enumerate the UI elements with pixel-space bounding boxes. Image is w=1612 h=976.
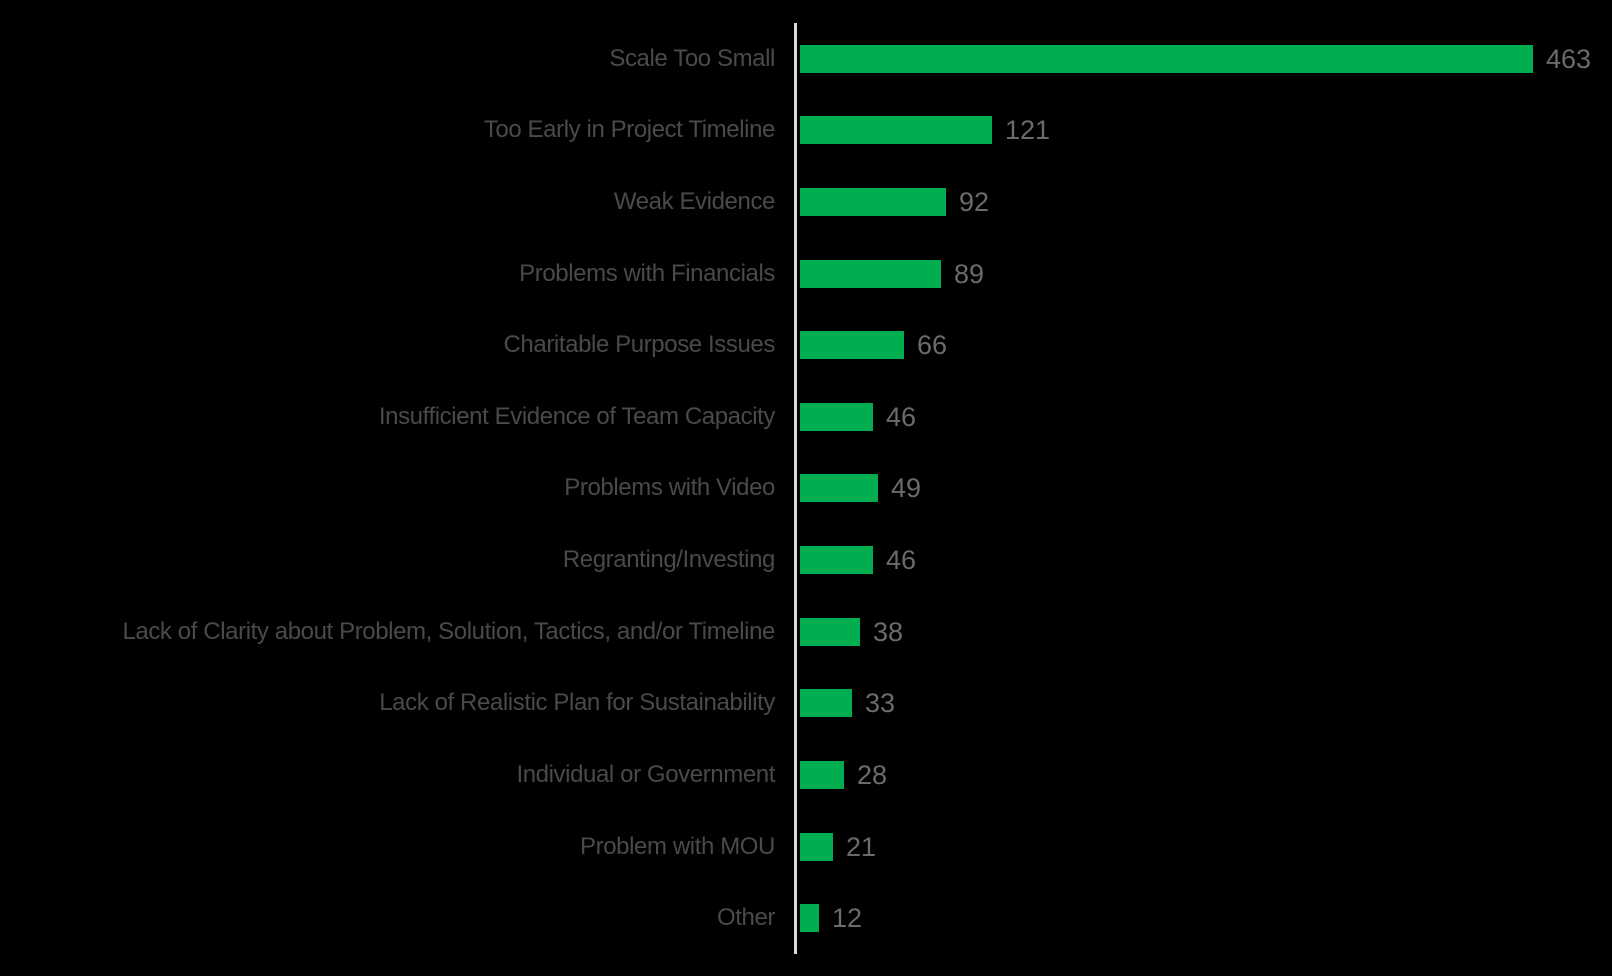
value-label: 92	[959, 187, 990, 218]
category-label: Problems with Financials	[519, 259, 775, 287]
chart-row: Lack of Clarity about Problem, Solution,…	[0, 596, 1612, 668]
bar	[800, 116, 992, 145]
category-label: Lack of Clarity about Problem, Solution,…	[122, 617, 775, 645]
bar	[800, 188, 946, 217]
value-label: 46	[886, 401, 917, 432]
chart-row: Insufficient Evidence of Team Capacity 46	[0, 381, 1612, 453]
chart-row: Problem with MOU 21	[0, 811, 1612, 883]
chart-row: Individual or Government 28	[0, 739, 1612, 811]
category-label: Individual or Government	[516, 760, 775, 788]
value-label: 33	[865, 688, 896, 719]
bar	[800, 474, 878, 503]
value-label: 46	[886, 545, 917, 576]
chart-row: Problems with Video 49	[0, 453, 1612, 525]
category-label: Scale Too Small	[609, 44, 775, 72]
category-label: Charitable Purpose Issues	[503, 331, 776, 359]
value-label: 28	[857, 759, 888, 790]
category-label: Insufficient Evidence of Team Capacity	[378, 402, 776, 430]
chart-row: Lack of Realistic Plan for Sustainabilit…	[0, 668, 1612, 740]
value-label: 66	[917, 330, 948, 361]
value-label: 38	[873, 616, 904, 647]
bar	[800, 689, 852, 718]
category-label: Problem with MOU	[580, 832, 775, 860]
category-label: Problems with Video	[564, 474, 775, 502]
bar	[800, 904, 819, 933]
bar	[800, 617, 860, 646]
value-label: 89	[954, 258, 985, 289]
chart-row: Regranting/Investing 46	[0, 524, 1612, 596]
chart-row: Charitable Purpose Issues 66	[0, 309, 1612, 381]
value-label: 463	[1546, 43, 1592, 74]
value-label: 21	[846, 831, 877, 862]
value-label: 121	[1005, 115, 1051, 146]
category-label: Regranting/Investing	[562, 546, 776, 574]
y-axis-line	[794, 23, 797, 954]
chart-row: Scale Too Small 463	[0, 23, 1612, 95]
category-label: Lack of Realistic Plan for Sustainabilit…	[379, 689, 775, 717]
bar	[800, 760, 844, 789]
bar	[800, 832, 833, 861]
category-label: Too Early in Project Timeline	[483, 116, 776, 144]
chart-row: Weak Evidence 92	[0, 166, 1612, 238]
chart-row: Problems with Financials 89	[0, 238, 1612, 310]
category-label: Weak Evidence	[613, 188, 776, 216]
bar	[800, 44, 1533, 73]
bar	[800, 259, 941, 288]
bar	[800, 402, 873, 431]
chart-row: Too Early in Project Timeline 121	[0, 95, 1612, 167]
bar	[800, 331, 904, 360]
category-label: Other	[716, 904, 775, 932]
value-label: 12	[832, 903, 863, 934]
bar	[800, 546, 873, 575]
value-label: 49	[891, 473, 922, 504]
chart-row: Other 12	[0, 882, 1612, 954]
